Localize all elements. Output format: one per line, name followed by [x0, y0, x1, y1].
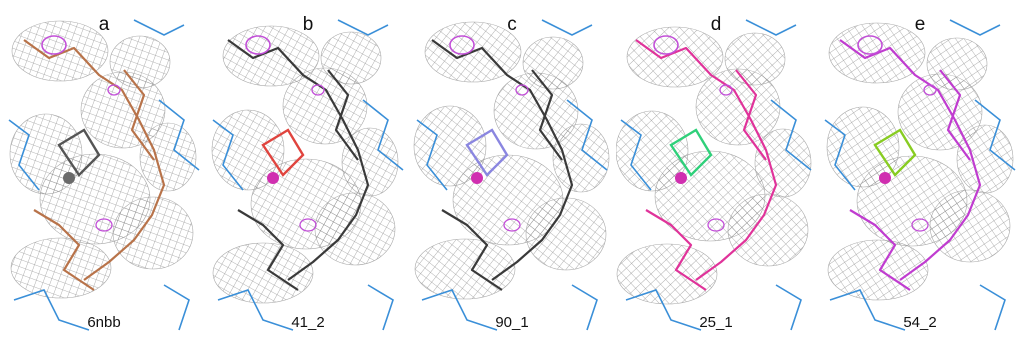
neighbor-model [212, 19, 404, 331]
panel-caption: 90_1 [495, 314, 529, 331]
density-mesh [211, 25, 399, 304]
density-map-image [8, 19, 200, 331]
panel-a: a 6nbb [4, 0, 204, 345]
density-mesh [413, 21, 610, 300]
panel-letter: d [710, 14, 722, 35]
model-trace [431, 39, 574, 291]
density-map-image [616, 19, 812, 331]
density-map-image [824, 19, 1016, 331]
ligand-highlight [669, 128, 713, 184]
model-trace [635, 39, 778, 291]
panel-letter: c [507, 14, 517, 35]
difference-density [245, 35, 325, 232]
difference-density [857, 35, 937, 232]
panel-letter: a [98, 14, 110, 35]
ligand-highlight [465, 128, 509, 184]
density-mesh [826, 22, 1014, 301]
panel-b: b 41_2 [208, 0, 408, 345]
difference-density [41, 35, 121, 232]
density-mesh [9, 20, 197, 299]
panel-caption: 25_1 [699, 314, 733, 331]
panel-caption: 54_2 [903, 314, 937, 331]
density-mesh [616, 26, 812, 305]
neighbor-model [620, 19, 812, 331]
panel-e: e 54_2 [820, 0, 1020, 345]
model-trace [23, 39, 166, 291]
difference-density [449, 35, 529, 232]
model-trace [839, 39, 982, 291]
difference-density [653, 35, 733, 232]
panel-letter: b [302, 14, 314, 35]
ligand-highlight [873, 128, 917, 184]
neighbor-model [824, 19, 1016, 331]
density-map-image [211, 19, 404, 331]
density-map-image [413, 19, 610, 331]
panel-caption: 41_2 [291, 314, 325, 331]
ligand-highlight [57, 128, 101, 184]
ligand-highlight [261, 128, 305, 184]
panel-d: d 25_1 [616, 0, 816, 345]
panel-letter: e [914, 14, 926, 35]
panel-c: c 90_1 [412, 0, 612, 345]
model-trace [227, 39, 370, 291]
panel-caption: 6nbb [87, 314, 121, 331]
neighbor-model [416, 19, 608, 331]
neighbor-model [8, 19, 200, 331]
